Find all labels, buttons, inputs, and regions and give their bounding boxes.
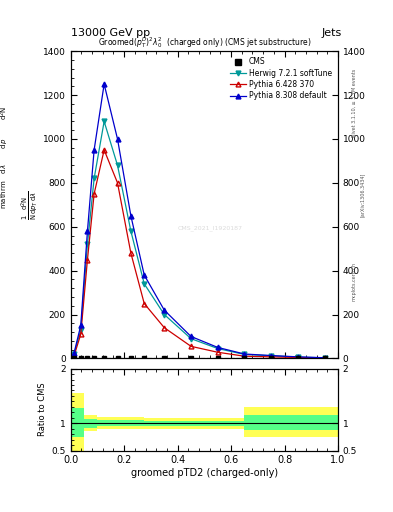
Pythia 6.428 370 — [85, 257, 90, 263]
Herwig 7.2.1 softTune — [85, 241, 90, 247]
Text: $\mathrm{d}\,\lambda$: $\mathrm{d}\,\lambda$ — [0, 163, 8, 175]
Pythia 8.308 default — [242, 351, 247, 357]
Pythia 8.308 default — [115, 136, 120, 142]
Line: Herwig 7.2.1 softTune: Herwig 7.2.1 softTune — [72, 119, 327, 360]
Pythia 8.308 default — [296, 354, 300, 360]
Pythia 6.428 370 — [322, 355, 327, 361]
Herwig 7.2.1 softTune — [162, 311, 167, 317]
Pythia 8.308 default — [269, 352, 274, 358]
Text: $\mathrm{d}\,p$: $\mathrm{d}\,p$ — [0, 138, 9, 149]
Text: $\mathrm{d}^2\mathrm{N}$: $\mathrm{d}^2\mathrm{N}$ — [0, 105, 9, 120]
Pythia 8.308 default — [72, 350, 77, 356]
Pythia 6.428 370 — [79, 331, 83, 337]
X-axis label: groomed pTD2 (charged-only): groomed pTD2 (charged-only) — [131, 468, 278, 478]
Pythia 8.308 default — [92, 147, 97, 153]
Pythia 6.428 370 — [296, 354, 300, 360]
Pythia 8.308 default — [142, 272, 147, 278]
Herwig 7.2.1 softTune — [296, 354, 300, 360]
Pythia 8.308 default — [215, 345, 220, 351]
Herwig 7.2.1 softTune — [115, 162, 120, 168]
Text: mcplots.cern.ch: mcplots.cern.ch — [352, 262, 357, 301]
Herwig 7.2.1 softTune — [102, 118, 107, 124]
Pythia 6.428 370 — [129, 250, 133, 256]
Herwig 7.2.1 softTune — [79, 327, 83, 333]
Text: Jets: Jets — [321, 28, 342, 38]
Herwig 7.2.1 softTune — [72, 351, 77, 357]
Pythia 6.428 370 — [215, 349, 220, 355]
Text: CMS_2021_I1920187: CMS_2021_I1920187 — [177, 225, 242, 231]
Pythia 8.308 default — [129, 212, 133, 219]
Line: Pythia 8.308 default: Pythia 8.308 default — [72, 82, 327, 360]
Text: Rivet 3.1.10, ≥ 3.2M events: Rivet 3.1.10, ≥ 3.2M events — [352, 68, 357, 137]
Text: $\mathrm{mathrm}$: $\mathrm{mathrm}$ — [0, 180, 8, 209]
Pythia 8.308 default — [322, 355, 327, 361]
Pythia 8.308 default — [102, 81, 107, 87]
Pythia 8.308 default — [162, 307, 167, 313]
Pythia 6.428 370 — [269, 354, 274, 360]
Herwig 7.2.1 softTune — [242, 351, 247, 357]
Pythia 6.428 370 — [142, 301, 147, 307]
Herwig 7.2.1 softTune — [129, 228, 133, 234]
Pythia 6.428 370 — [115, 180, 120, 186]
Y-axis label: $\frac{1}{\mathrm{N}}\frac{\mathrm{d}^2\mathrm{N}}{\mathrm{d}p_T\,\mathrm{d}\lam: $\frac{1}{\mathrm{N}}\frac{\mathrm{d}^2\… — [19, 190, 40, 220]
Pythia 8.308 default — [85, 228, 90, 234]
Text: Groomed$(p_T^D)^2\lambda_0^2$  (charged only) (CMS jet substructure): Groomed$(p_T^D)^2\lambda_0^2$ (charged o… — [97, 35, 311, 50]
Pythia 8.308 default — [79, 323, 83, 329]
Text: 13000 GeV pp: 13000 GeV pp — [71, 28, 150, 38]
Herwig 7.2.1 softTune — [92, 176, 97, 182]
Pythia 6.428 370 — [189, 343, 193, 349]
Line: Pythia 6.428 370: Pythia 6.428 370 — [72, 147, 327, 360]
Herwig 7.2.1 softTune — [189, 335, 193, 342]
Herwig 7.2.1 softTune — [322, 355, 327, 361]
Legend: CMS, Herwig 7.2.1 softTune, Pythia 6.428 370, Pythia 8.308 default: CMS, Herwig 7.2.1 softTune, Pythia 6.428… — [228, 55, 334, 102]
Herwig 7.2.1 softTune — [269, 353, 274, 359]
Pythia 6.428 370 — [102, 147, 107, 153]
Pythia 6.428 370 — [72, 353, 77, 359]
Herwig 7.2.1 softTune — [215, 346, 220, 352]
Pythia 6.428 370 — [162, 325, 167, 331]
Y-axis label: Ratio to CMS: Ratio to CMS — [39, 383, 47, 436]
Text: [arXiv:1306.3434]: [arXiv:1306.3434] — [360, 173, 365, 217]
Pythia 6.428 370 — [242, 353, 247, 359]
Pythia 8.308 default — [189, 333, 193, 339]
Herwig 7.2.1 softTune — [142, 281, 147, 287]
Pythia 6.428 370 — [92, 191, 97, 197]
